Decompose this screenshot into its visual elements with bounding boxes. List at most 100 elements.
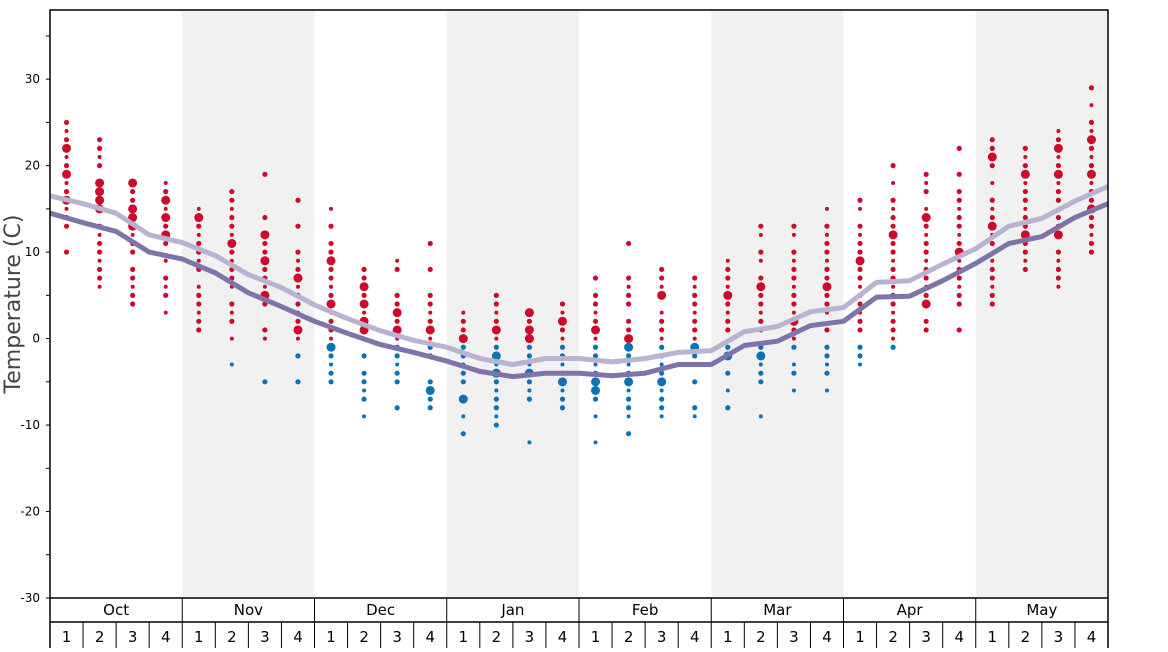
month-shade-may [975, 10, 1108, 598]
observation-dot [196, 318, 202, 324]
observation-dot [328, 240, 334, 247]
observation-dot [161, 213, 171, 223]
observation-dot [956, 327, 962, 333]
observation-dot [857, 275, 863, 281]
observation-dot [923, 240, 929, 247]
observation-dot [758, 232, 763, 237]
observation-dot [97, 258, 102, 263]
observation-dot [890, 327, 896, 333]
observation-dot [791, 223, 797, 229]
observation-dot [857, 266, 863, 273]
observation-dot [692, 379, 698, 385]
observation-dot [890, 249, 896, 255]
observation-dot [692, 405, 698, 411]
observation-dot [460, 431, 466, 437]
observation-dot [163, 275, 169, 281]
observation-dot [1088, 240, 1095, 247]
observation-dot [758, 258, 763, 263]
observation-dot [1088, 197, 1095, 203]
observation-dot [63, 119, 70, 126]
month-label: Feb [632, 601, 659, 619]
observation-dot [1088, 214, 1095, 221]
observation-dot [394, 292, 400, 298]
observation-dot [262, 327, 268, 333]
observation-dot [791, 370, 797, 376]
observation-dot [493, 405, 499, 411]
week-label: 1 [591, 628, 601, 646]
observation-dot [824, 249, 830, 255]
observation-dot [657, 377, 667, 387]
observation-dot [1086, 169, 1096, 179]
observation-dot [625, 405, 632, 411]
observation-dot [692, 353, 698, 359]
y-tick-label: 30 [25, 72, 40, 86]
observation-dot [1089, 155, 1094, 159]
observation-dot [361, 275, 367, 281]
month-label: Mar [763, 601, 792, 619]
observation-dot [96, 145, 103, 151]
month-label: Apr [897, 601, 924, 619]
observation-dot [692, 275, 698, 281]
observation-dot [526, 318, 533, 324]
x-axis: Oct 1 2 3 4 Nov 1 2 3 4 Dec 1 2 3 4 Jan 1 2 3 4 Feb 1 2 3 4 Mar 1 2… [49, 598, 1109, 648]
observation-dot [692, 318, 698, 324]
observation-dot [692, 310, 697, 315]
observation-dot [394, 370, 400, 376]
observation-dot [924, 258, 929, 263]
observation-dot [427, 379, 433, 385]
observation-dot [891, 310, 896, 315]
observation-dot [791, 301, 797, 307]
observation-dot [491, 351, 501, 361]
observation-dot [692, 327, 698, 333]
observation-dot [824, 240, 830, 247]
week-label: 3 [260, 628, 270, 646]
observation-dot [95, 178, 105, 188]
observation-dot [96, 137, 103, 143]
observation-dot [395, 258, 400, 263]
observation-dot [96, 240, 103, 247]
month-shade-jan [446, 10, 579, 598]
week-label: 3 [789, 628, 799, 646]
observation-dot [559, 344, 566, 350]
week-label: 4 [690, 628, 700, 646]
observation-dot [97, 284, 102, 289]
observation-dot [692, 336, 697, 341]
observation-dot [891, 258, 896, 263]
observation-dot [63, 223, 70, 229]
observation-dot [725, 310, 730, 315]
observation-dot [923, 318, 929, 324]
y-tick-label: 20 [25, 159, 40, 173]
observation-dot [1022, 249, 1028, 255]
observation-dot [659, 310, 664, 315]
observation-dot [625, 431, 632, 437]
observation-dot [924, 180, 929, 185]
observation-dot [990, 206, 995, 211]
observation-dot [458, 334, 468, 344]
observation-dot [559, 327, 566, 333]
observation-dot [625, 275, 632, 281]
observation-dot [559, 396, 566, 402]
observation-dot [1088, 249, 1095, 255]
observation-dot [526, 353, 533, 359]
observation-dot [63, 188, 70, 195]
observation-dot [921, 213, 931, 223]
observation-dot [858, 362, 863, 367]
week-label: 2 [492, 628, 502, 646]
observation-dot [692, 284, 697, 289]
observation-dot [262, 379, 268, 385]
observation-dot [293, 273, 303, 283]
observation-dot [758, 275, 764, 281]
observation-dot [824, 258, 829, 263]
observation-dot [592, 396, 599, 402]
observation-dot [295, 318, 301, 324]
observation-dot [591, 325, 601, 335]
observation-dot [824, 370, 830, 376]
observation-dot [326, 342, 336, 352]
observation-dot [427, 292, 433, 298]
observation-dot [756, 351, 766, 361]
observation-dot [130, 249, 136, 255]
observation-dot [96, 275, 103, 281]
observation-dot [427, 301, 433, 307]
observation-dot [890, 197, 896, 203]
observation-dot [229, 362, 234, 367]
